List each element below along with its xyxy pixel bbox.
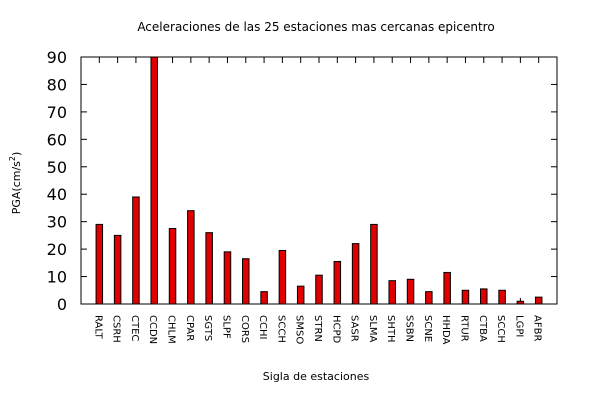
x-tick-label: LGPI: [513, 315, 524, 337]
y-tick-label: 30: [47, 213, 67, 232]
x-tick-label: SCCH: [495, 315, 506, 343]
y-axis-label-superscript: 2: [8, 156, 17, 161]
x-tick-label: SHTH: [385, 315, 396, 343]
x-tick-label: SCCH: [275, 315, 286, 343]
y-tick-label: 70: [47, 103, 67, 122]
x-tick-label: RTUR: [458, 315, 469, 342]
bar-slpf: [223, 251, 232, 305]
chart-title: Aceleraciones de las 25 estaciones mas c…: [137, 20, 494, 34]
bar-hcpd: [333, 260, 342, 305]
x-tick-label: STRN: [312, 315, 323, 342]
bar-afbr: [534, 296, 543, 305]
bar-shth: [388, 280, 396, 305]
bar-ccdn: [150, 56, 158, 305]
y-tick-label: 90: [47, 48, 67, 67]
x-tick-label: CCHI: [257, 315, 268, 339]
bar-sgts: [205, 232, 213, 305]
bar-smso: [296, 285, 305, 305]
y-tick-label: 80: [47, 75, 67, 94]
x-tick-label: CTEC: [129, 315, 140, 341]
bar-slma: [370, 223, 378, 305]
bar-rtur: [461, 289, 470, 305]
y-tick-label: 50: [47, 158, 67, 177]
y-tick-label: 40: [47, 185, 67, 204]
bar-scch: [278, 249, 287, 305]
y-tick-label: 0: [57, 295, 67, 314]
x-tick-label: SCNE: [422, 315, 433, 342]
bar-hhda: [443, 271, 451, 305]
bar-csrh: [113, 234, 122, 305]
bar-cpar: [187, 210, 195, 305]
bar-scch: [498, 289, 506, 305]
x-tick-label: SLMA: [367, 315, 378, 343]
x-tick-label: CTBA: [477, 315, 488, 342]
y-tick-label: 20: [47, 240, 67, 259]
bar-ctba: [480, 288, 488, 305]
y-axis-ticks: 0 10 20 30 40 50 60 70 80 90: [47, 48, 557, 314]
bar-chlm: [168, 228, 177, 305]
x-tick-label: SSBN: [404, 315, 415, 342]
bar-ctec: [132, 196, 140, 305]
x-tick-label: SMSO: [294, 315, 305, 344]
y-tick-label: 10: [47, 268, 67, 287]
x-tick-label: SGTS: [202, 315, 213, 341]
bar-ralt: [95, 223, 104, 305]
x-tick-label: CSRH: [111, 315, 122, 343]
x-tick-label: HCPD: [330, 315, 341, 344]
x-tick-label: CCDN: [147, 315, 158, 344]
plot-frame: [80, 56, 558, 305]
x-tick-label: CHLM: [166, 315, 177, 344]
y-axis-label: PGA(cm/s2): [8, 152, 23, 215]
x-tick-label: CPAR: [184, 315, 195, 341]
bars: [95, 56, 543, 305]
x-tick-label: CORS: [239, 315, 250, 343]
x-tick-label: SASR: [349, 315, 360, 342]
bar-scne: [425, 291, 433, 305]
bar-cors: [242, 258, 250, 305]
x-axis-label: Sigla de estaciones: [263, 370, 370, 383]
bar-cchi: [260, 291, 268, 305]
x-tick-label: AFBR: [532, 315, 543, 341]
bar-strn: [315, 274, 323, 305]
x-tick-label: SLPF: [220, 315, 231, 339]
bar-sasr: [351, 243, 360, 305]
y-tick-label: 60: [47, 130, 67, 149]
bar-ssbn: [406, 278, 415, 305]
x-tick-label: HHDA: [440, 315, 451, 345]
x-tick-label: RALT: [92, 315, 103, 340]
